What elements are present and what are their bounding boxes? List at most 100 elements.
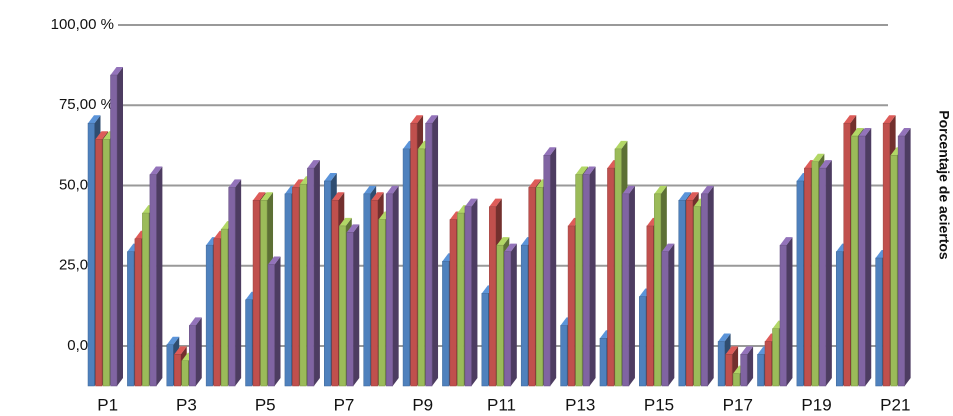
bar <box>425 122 433 387</box>
bar <box>575 174 583 387</box>
bar <box>804 167 812 387</box>
bar <box>292 187 300 387</box>
bar <box>134 238 142 387</box>
x-tick-label: P1 <box>97 395 118 414</box>
bar-top <box>331 192 345 201</box>
bar <box>654 193 662 387</box>
bar <box>646 225 654 387</box>
bar <box>678 199 686 387</box>
bar <box>252 199 260 387</box>
bar <box>220 228 228 387</box>
bar-side <box>668 243 675 386</box>
x-tick-label: P19 <box>801 395 831 414</box>
bar <box>875 257 883 387</box>
bar-top <box>701 185 714 194</box>
bar <box>850 135 858 387</box>
bar <box>331 199 339 387</box>
bar-top <box>504 243 517 252</box>
bar <box>764 341 772 387</box>
bar <box>95 139 103 387</box>
bar-top <box>622 185 635 194</box>
bar-top <box>363 185 377 194</box>
bar-top <box>819 160 832 169</box>
bar-side <box>628 185 635 386</box>
bar <box>560 325 568 387</box>
bar <box>110 74 118 387</box>
bar <box>897 135 905 387</box>
bar <box>890 155 898 387</box>
bar <box>149 174 157 387</box>
bar <box>260 199 268 387</box>
y-axis-title: Porcentaje de aciertos <box>936 110 952 260</box>
bar <box>370 199 378 387</box>
bar-top <box>189 317 202 326</box>
bar <box>528 187 536 387</box>
bar-top <box>686 192 699 201</box>
bar-top <box>779 237 793 246</box>
bar-top <box>858 128 872 137</box>
y-tick-label: 75,00 % <box>59 96 114 113</box>
bar-side <box>313 160 320 386</box>
bar <box>614 148 622 387</box>
bar-top <box>718 333 731 342</box>
bar-top <box>583 166 596 175</box>
bar <box>843 122 851 387</box>
bar <box>142 212 150 387</box>
bar-top <box>425 115 439 124</box>
bar-side <box>432 115 439 386</box>
bar-top <box>307 160 320 169</box>
x-tick-label: P3 <box>176 395 197 414</box>
bar <box>858 135 866 387</box>
bar-side <box>510 243 517 386</box>
bar-top <box>88 115 101 124</box>
bar <box>811 161 819 387</box>
bar-side <box>904 128 911 387</box>
bar-top <box>339 217 352 226</box>
y-tick-label: 100,00 % <box>51 16 114 33</box>
bar-top <box>253 192 266 201</box>
bar <box>835 251 843 387</box>
bar <box>622 193 630 387</box>
bar-top <box>149 166 163 175</box>
bar-top <box>528 179 542 188</box>
bar <box>599 338 607 387</box>
bar <box>442 260 450 387</box>
bar-top <box>166 336 180 345</box>
bar <box>607 167 615 387</box>
bar <box>757 354 765 387</box>
bar <box>378 219 386 387</box>
bar <box>464 206 472 387</box>
bar <box>181 360 189 387</box>
bar-top <box>575 166 589 175</box>
bar-top <box>268 256 281 265</box>
bar <box>457 212 465 387</box>
bar <box>267 264 275 387</box>
bar <box>402 148 410 387</box>
bar <box>496 244 504 387</box>
bar-top <box>110 67 123 76</box>
x-tick-label: P5 <box>255 395 276 414</box>
bar <box>661 251 669 387</box>
bar <box>417 148 425 387</box>
bar <box>693 206 701 387</box>
bar-side <box>550 147 557 386</box>
bar-top <box>371 192 384 201</box>
bar <box>717 341 725 387</box>
bar <box>535 187 543 387</box>
bar-side <box>825 160 832 386</box>
bar-top <box>678 192 692 201</box>
bar <box>189 325 197 387</box>
bar <box>339 225 347 387</box>
bar <box>543 155 551 387</box>
bar <box>449 219 457 387</box>
x-tick-label: P9 <box>412 395 433 414</box>
bar <box>779 244 787 387</box>
bar-side <box>117 67 123 387</box>
bar-side <box>195 317 202 386</box>
bar-top <box>725 346 739 355</box>
bar-side <box>786 237 793 386</box>
x-tick-label: P7 <box>334 395 355 414</box>
bar-side <box>589 166 596 386</box>
x-tick-label: P17 <box>723 395 753 414</box>
